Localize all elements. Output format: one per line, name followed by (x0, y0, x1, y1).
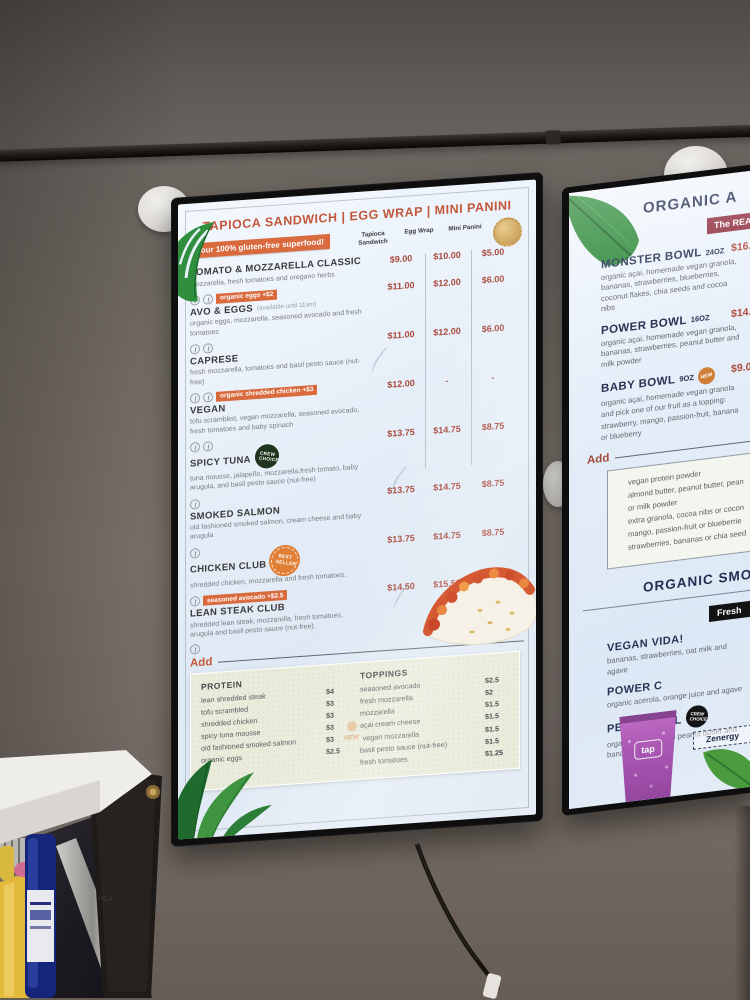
banana-leaf-decoration (178, 759, 272, 840)
crew-choice-badge: CREW CHOICE (684, 704, 710, 728)
price-eggwrap: $12.00 (433, 325, 461, 338)
price-tapioca: $13.75 (387, 426, 415, 439)
smoothie-cup-photo: tap (617, 710, 679, 804)
price-panini: - (491, 372, 495, 383)
new-item-label: NEW (344, 734, 359, 743)
wall-shading (0, 0, 180, 760)
menu-items-list: TOMATO & MOZZARELLA CLASSIC mozzarella, … (190, 244, 524, 656)
price-tapioca: $14.50 (387, 581, 415, 594)
dietary-icon (203, 440, 213, 452)
item-price: $14.00 (731, 304, 750, 321)
smoothies-menu-title: ORGANIC SMOOT (643, 564, 750, 596)
dietary-icon (190, 441, 200, 453)
add-title: Add (190, 656, 213, 671)
menu-item-vegan-vida: VEGAN VIDA! $10 bananas, strawberries, o… (607, 624, 750, 677)
tap-logo: tap (634, 739, 662, 760)
price-eggwrap: - (445, 375, 449, 386)
price-tapioca: $11.00 (387, 328, 415, 341)
beverage-cooler: OGA (0, 750, 162, 998)
toppings-column: TOPPINGS seasoned avocado $2.5 fresh mozz… (344, 661, 509, 770)
power-cable (414, 843, 502, 999)
monstera-leaf-decoration (178, 221, 214, 302)
price-panini: $8.75 (481, 477, 505, 489)
price-panini: $8.75 (481, 420, 505, 433)
leaf-decoration (703, 749, 750, 791)
dietary-icon (190, 596, 200, 608)
dietary-icon (203, 391, 213, 403)
price-eggwrap: $14.75 (433, 480, 461, 493)
left-menu-screen: TAPIOCA SANDWICH | EGG WRAP | MINI PANIN… (171, 171, 543, 847)
price-panini: $6.00 (481, 322, 505, 335)
add-options-box: vegan protein powder almond butter, pean… (607, 452, 750, 570)
item-availability-note: (available until 11am) (256, 300, 317, 312)
price-tapioca: $13.75 (387, 483, 415, 496)
dietary-icon (203, 342, 213, 354)
dietary-icon (190, 547, 200, 559)
price-tapioca: $9.00 (389, 253, 413, 265)
tapioca-sandwich-photo (423, 567, 536, 646)
price-panini: $6.00 (481, 273, 505, 286)
gold-seal-icon (493, 216, 522, 248)
feather-sketch-icon (393, 584, 409, 608)
price-panini: $5.00 (481, 246, 505, 259)
sandwich-menu-panel: TAPIOCA SANDWICH | EGG WRAP | MINI PANIN… (178, 179, 536, 840)
price-tapioca: $11.00 (387, 279, 415, 292)
banana-leaf-decoration (569, 195, 639, 266)
pipe-coupling (545, 130, 561, 145)
feather-sketch-icon (371, 347, 387, 372)
feather-sketch-icon (391, 466, 407, 490)
dietary-icon (190, 343, 200, 355)
bowls-list: MONSTER BOWL 24OZ $16.75 organic açai, ho… (579, 238, 750, 446)
price-column-headers: Tapioca Sandwich Egg Wrap Mini Panini (350, 223, 488, 248)
real-acai-ribbon: The REA (707, 211, 750, 235)
svg-text:OGA: OGA (98, 894, 114, 903)
price-eggwrap: $14.75 (433, 423, 461, 436)
fresh-badge: Fresh (709, 601, 750, 623)
acai-menu-panel: ORGANIC A The REA MONSTER BOWL 24OZ $16.7… (569, 170, 750, 810)
column-header-panini: Mini Panini (448, 223, 482, 233)
new-badge: NEW (696, 365, 717, 387)
item-price: $9.00 (731, 360, 750, 376)
menu-item-power-bowl: POWER BOWL 16OZ $14.00 organic açai, home… (601, 304, 750, 371)
right-menu-screen: ORGANIC A The REA MONSTER BOWL 24OZ $16.7… (562, 164, 750, 816)
column-header-eggwrap: Egg Wrap (404, 226, 434, 236)
new-item-dot-icon (347, 721, 357, 733)
price-tapioca: $12.00 (387, 377, 415, 390)
item-price: $16.75 (731, 238, 750, 255)
price-eggwrap: $12.00 (433, 276, 461, 289)
wall-corner-shadow (734, 806, 750, 1000)
dietary-icon (190, 644, 200, 656)
price-eggwrap: $10.00 (433, 249, 461, 262)
dietary-icon (190, 498, 200, 510)
price-tapioca: $13.75 (387, 532, 415, 545)
dietary-icon (190, 392, 200, 404)
column-header-tapioca: Tapioca Sandwich (358, 230, 388, 247)
menu-item-baby-bowl: BABY BOWL 9OZ NEW $9.00 organic açai, hom… (601, 360, 750, 443)
add-title: Add (587, 452, 610, 468)
